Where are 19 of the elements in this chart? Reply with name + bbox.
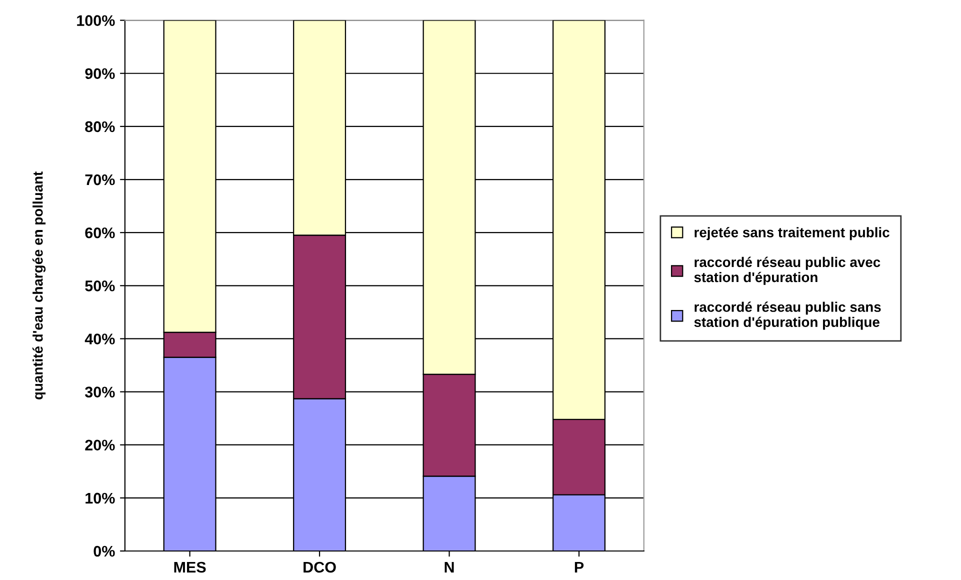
y-tick-label: 0% xyxy=(94,546,115,557)
y-tick-label: 30% xyxy=(84,386,115,398)
legend-label: raccordé réseau public sans station d'épuration publique xyxy=(694,302,881,330)
y-tick-label: 50% xyxy=(85,280,115,292)
y-tick-label: 40% xyxy=(84,334,115,344)
y-tick-label: 100% xyxy=(77,15,115,26)
x-tick-label: P xyxy=(574,562,584,572)
y-tick-label: 70% xyxy=(85,174,115,186)
x-tick-label: N xyxy=(444,562,454,572)
legend-label: raccordé réseau public avec station d'épuration xyxy=(694,256,880,285)
y-tick-label: 90% xyxy=(85,68,115,80)
y-axis-title: quantité d'eau chargée en polluant xyxy=(32,171,46,400)
x-tick-label: DCO xyxy=(304,562,336,573)
y-tick-label: 80% xyxy=(85,121,115,132)
x-tick-label: MES xyxy=(174,562,206,573)
y-tick-label: 60% xyxy=(85,227,115,238)
legend-label: rejetée sans traitement public xyxy=(694,227,890,240)
y-tick-label: 10% xyxy=(86,492,115,504)
y-tick-label: 20% xyxy=(85,440,115,451)
